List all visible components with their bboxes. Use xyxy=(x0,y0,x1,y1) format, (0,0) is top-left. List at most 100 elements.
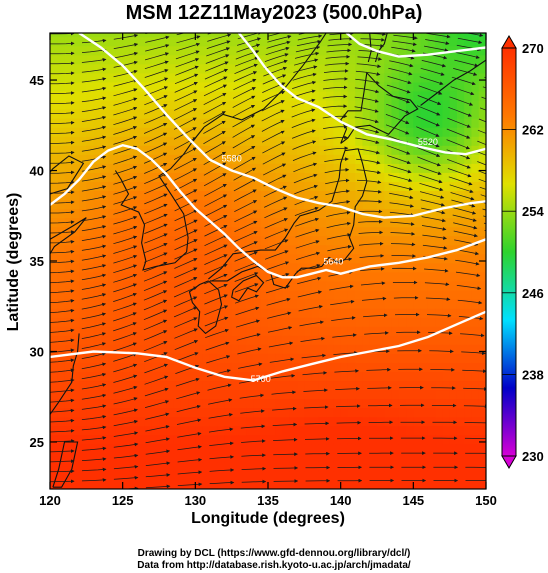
streamline-344 xyxy=(295,228,320,238)
streamline-182 xyxy=(50,428,75,433)
streamline-284 xyxy=(174,317,198,328)
streamline-330 xyxy=(295,240,320,249)
streamline-434 xyxy=(324,157,349,162)
streamline-408 xyxy=(451,199,476,208)
streamline-483 xyxy=(447,159,471,169)
streamline-741 xyxy=(335,2,359,3)
streamline-169 xyxy=(81,436,107,441)
streamline-272 xyxy=(235,306,260,316)
streamline-656 xyxy=(297,34,323,41)
streamline-253 xyxy=(81,372,107,380)
streamline-361 xyxy=(389,211,415,217)
streamline-429 xyxy=(174,219,198,231)
taiwan-coast xyxy=(52,441,79,488)
streamline-369 xyxy=(174,258,198,269)
streamline-195 xyxy=(463,387,486,391)
streamline-547 xyxy=(113,165,138,175)
streamline-244 xyxy=(236,333,261,341)
streamline-678 xyxy=(113,78,138,87)
x-axis-ticks: 120 125 130 135 140 145 150 xyxy=(39,33,497,508)
streamline-470 xyxy=(50,230,75,234)
streamline-608 xyxy=(144,113,168,125)
streamline-546 xyxy=(81,175,107,182)
streamline-736 xyxy=(176,33,186,36)
streamline-528 xyxy=(446,128,471,139)
streamline-348 xyxy=(421,225,447,231)
streamline-204 xyxy=(302,371,328,376)
streamline-226 xyxy=(113,385,138,394)
streamline-704 xyxy=(50,71,75,76)
geopotential-contours xyxy=(50,33,486,382)
streamline-551 xyxy=(232,104,256,118)
x-tick-label: 145 xyxy=(402,493,424,508)
streamline-605 xyxy=(50,140,75,145)
streamline-154 xyxy=(50,449,75,453)
streamline-298 xyxy=(173,306,198,318)
streamline-727 xyxy=(334,8,358,9)
streamline-159 xyxy=(208,427,234,433)
streamline-213 xyxy=(144,387,169,397)
streamline-319 xyxy=(390,242,416,247)
streamline-735 xyxy=(145,35,170,43)
x-axis-label: Longitude (degrees) xyxy=(191,510,345,527)
streamline-217 xyxy=(269,357,295,363)
streamline-501 xyxy=(81,205,107,212)
streamline-557 xyxy=(417,95,442,105)
streamline-359 xyxy=(326,210,351,217)
streamline-636 xyxy=(113,106,138,116)
contour-label-5640: 5640 xyxy=(323,257,343,267)
streamline-279 xyxy=(456,285,482,291)
streamline-366 xyxy=(81,293,107,300)
streamline-505 xyxy=(203,151,227,166)
kuril-coast xyxy=(420,59,486,106)
streamline-544 xyxy=(477,129,486,134)
streamline-316 xyxy=(296,251,321,260)
streamline-681 xyxy=(206,47,230,57)
streamline-745 xyxy=(462,7,486,10)
streamline-737 xyxy=(208,21,232,27)
streamline-642 xyxy=(296,39,322,47)
streamline-314 xyxy=(234,272,259,282)
streamline-439 xyxy=(480,194,486,197)
streamline-694 xyxy=(175,50,200,60)
streamline-534 xyxy=(173,147,197,160)
streamline-766 xyxy=(240,2,264,6)
streamline-465 xyxy=(355,137,380,144)
streamline-376 xyxy=(389,202,414,208)
streamline-209 xyxy=(462,369,486,374)
streamline-562 xyxy=(113,155,138,165)
streamline-196 xyxy=(50,418,75,423)
streamline-565 xyxy=(203,111,226,124)
streamline-350 xyxy=(50,308,75,313)
streamline-767 xyxy=(272,0,296,1)
streamline-444 xyxy=(174,209,198,222)
streamline-689 xyxy=(464,33,484,38)
streamline-537 xyxy=(261,100,285,112)
streamline-296 xyxy=(113,332,137,342)
streamline-266 xyxy=(50,368,75,373)
streamline-753 xyxy=(272,3,296,7)
streamline-445 xyxy=(204,194,228,207)
streamline-328 xyxy=(234,261,259,272)
x-tick-label: 125 xyxy=(112,493,134,508)
streamline-779 xyxy=(209,1,233,5)
streamline-362 xyxy=(421,216,446,223)
streamline-764 xyxy=(177,14,201,19)
streamline-342 xyxy=(234,251,258,262)
streamline-626 xyxy=(234,63,258,75)
streamline-624 xyxy=(174,90,198,102)
streamline-392 xyxy=(420,199,445,207)
streamline-485 xyxy=(50,220,75,224)
streamline-509 xyxy=(322,104,348,109)
streamline-724 xyxy=(239,20,263,26)
streamline-599 xyxy=(325,54,351,59)
streamline-474 xyxy=(174,189,198,202)
streamline-303 xyxy=(327,257,353,264)
streamline-589 xyxy=(481,96,486,100)
streamline-548 xyxy=(143,152,168,164)
streamline-676 xyxy=(50,91,75,95)
streamline-163 xyxy=(336,420,362,425)
streamline-115 xyxy=(145,473,171,478)
streamline-312 xyxy=(173,296,198,308)
y-tick-label: 45 xyxy=(30,73,44,88)
